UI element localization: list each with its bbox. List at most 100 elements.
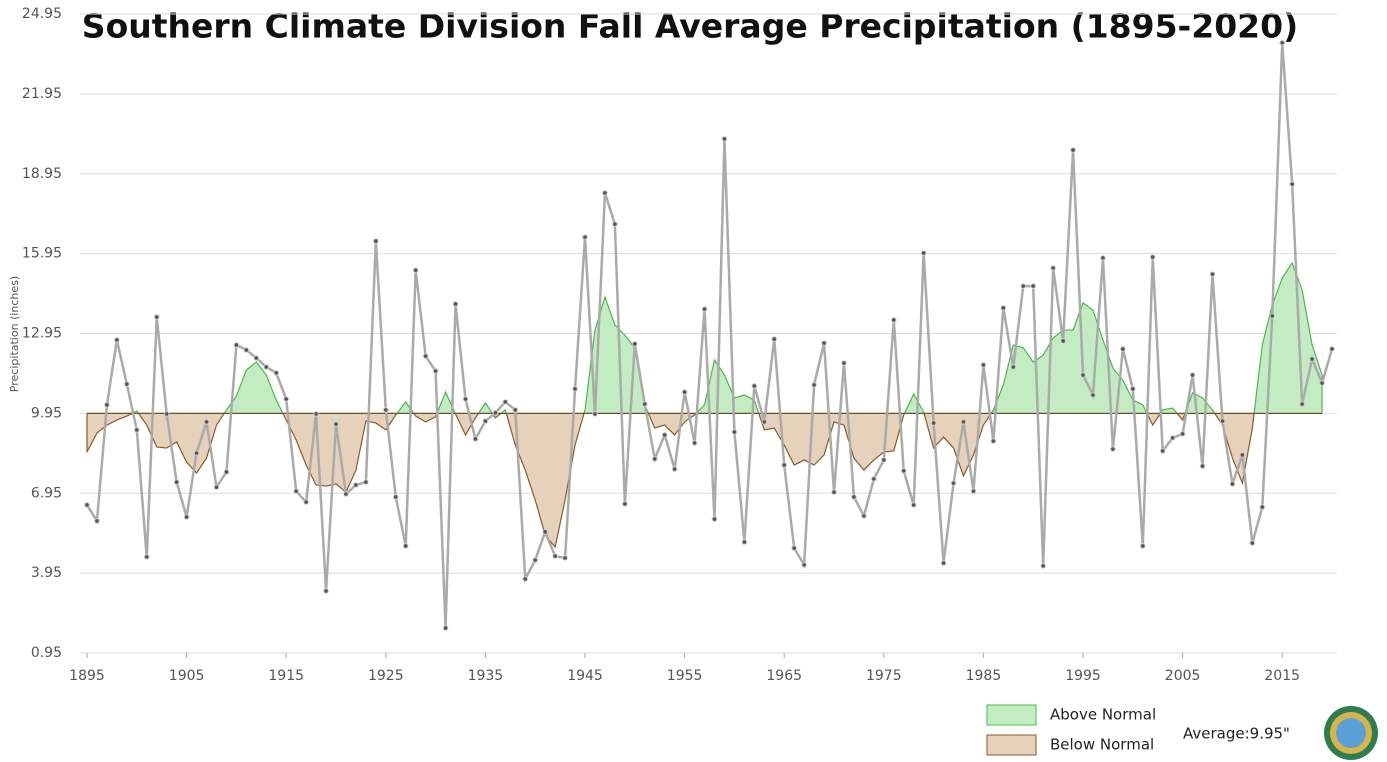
precip-point <box>960 419 967 425</box>
precip-point <box>273 370 280 376</box>
precip-point <box>1100 255 1106 261</box>
precip-point <box>821 340 827 346</box>
precip-point <box>233 342 240 348</box>
y-tick-label: 18.95 <box>22 166 62 182</box>
precip-point <box>1229 481 1236 487</box>
precip-line <box>85 42 1334 629</box>
y-tick-label: 12.95 <box>22 326 62 342</box>
precip-point <box>622 501 628 507</box>
x-tick-label: 1925 <box>368 668 404 684</box>
logo <box>1324 706 1378 760</box>
precip-point <box>183 514 190 520</box>
precip-point <box>1199 463 1206 469</box>
legend-label: Above Normal <box>1050 706 1156 724</box>
precip-point <box>721 136 728 142</box>
precip-point <box>980 362 987 368</box>
precip-point <box>661 432 668 438</box>
precip-point <box>602 190 608 196</box>
precip-point <box>781 462 788 468</box>
precip-point <box>572 386 578 392</box>
precip-point <box>432 368 439 374</box>
precip-point <box>900 468 907 474</box>
precip-point <box>452 301 459 307</box>
x-tick-label: 2015 <box>1264 668 1300 684</box>
x-tick-label: 1945 <box>567 668 603 684</box>
precip-point <box>313 411 319 417</box>
precip-point <box>1040 563 1046 569</box>
precip-point <box>1120 346 1126 352</box>
precip-point <box>801 562 807 568</box>
precip-point <box>1149 254 1156 260</box>
legend-swatch <box>986 704 1037 726</box>
precip-point <box>761 419 768 425</box>
precip-point <box>263 364 270 370</box>
y-tick-label: 15.95 <box>22 246 62 262</box>
precip-point <box>392 494 399 500</box>
precip-point <box>691 440 698 446</box>
precip-point <box>462 396 469 402</box>
precip-point <box>1279 39 1286 46</box>
precip-point <box>1179 431 1186 437</box>
y-tick-label: 9.95 <box>31 405 62 421</box>
precip-point <box>751 383 758 389</box>
precip-point <box>213 484 220 490</box>
precip-point <box>582 234 588 240</box>
precip-point <box>143 554 150 560</box>
precip-point <box>134 427 140 433</box>
precip-point <box>592 411 598 417</box>
precip-point <box>791 545 797 551</box>
precip-point <box>671 466 678 472</box>
precip-point <box>114 337 120 343</box>
precip-point <box>173 479 180 485</box>
precip-point <box>203 419 210 425</box>
precip-point <box>1269 313 1276 319</box>
precip-point <box>871 476 877 482</box>
precip-point <box>841 360 847 366</box>
precip-point <box>283 396 290 402</box>
precip-point <box>333 421 339 427</box>
precip-point <box>522 576 529 582</box>
y-tick-label: 6.95 <box>31 485 62 501</box>
precip-point <box>482 418 489 424</box>
precip-point <box>402 543 409 549</box>
legend-swatch <box>986 734 1037 756</box>
precip-point <box>153 314 160 320</box>
precip-point <box>353 482 359 488</box>
precip-point <box>323 588 329 594</box>
precip-point <box>920 250 927 256</box>
precip-point <box>383 407 389 413</box>
precip-point <box>651 456 658 462</box>
precip-point <box>193 450 200 456</box>
precip-point <box>1080 372 1086 378</box>
x-tick-label: 1955 <box>667 668 703 684</box>
x-tick-label: 2005 <box>1165 668 1201 684</box>
precip-point <box>1159 448 1166 454</box>
above-normal-area <box>86 261 1323 414</box>
precip-point <box>303 499 309 505</box>
precip-point <box>940 560 947 566</box>
precip-point <box>512 407 519 413</box>
precip-point <box>1020 283 1027 289</box>
precip-point <box>163 411 170 417</box>
precip-point <box>532 557 539 563</box>
precip-point <box>930 420 937 426</box>
average-label: Average:9.95" <box>1183 725 1290 743</box>
precip-point <box>1139 543 1146 549</box>
x-tick-label: 1995 <box>1065 668 1101 684</box>
precip-point <box>701 306 708 312</box>
chart-title: Southern Climate Division Fall Average P… <box>82 7 1298 46</box>
precip-point <box>1090 392 1096 398</box>
precip-point <box>552 553 558 559</box>
precip-point <box>711 516 718 522</box>
precip-point <box>1259 504 1266 510</box>
precip-point <box>731 429 738 435</box>
precip-point <box>970 488 977 494</box>
precip-point <box>881 457 887 463</box>
precip-point <box>1110 446 1116 452</box>
x-tick-label: 1935 <box>468 668 504 684</box>
precip-point <box>641 401 648 407</box>
y-tick-label: 24.95 <box>22 6 62 22</box>
precip-point <box>612 221 618 227</box>
precip-point <box>442 625 449 631</box>
